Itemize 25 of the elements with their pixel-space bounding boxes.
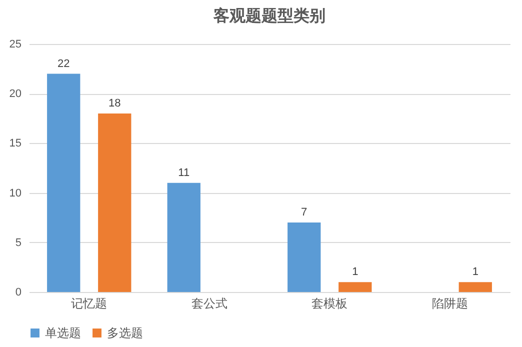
y-tick-label: 0 [15, 286, 22, 298]
bar [167, 182, 200, 292]
y-tick-label: 20 [9, 88, 22, 100]
data-label: 18 [108, 97, 121, 110]
y-tick-label: 10 [9, 187, 22, 200]
legend-label: 单选题 [45, 326, 81, 340]
x-tick-label: 套公式 [191, 296, 228, 310]
data-label: 1 [472, 266, 478, 278]
data-label: 1 [352, 266, 358, 278]
bar [338, 282, 372, 292]
data-label: 7 [301, 206, 308, 219]
y-tick-label: 5 [15, 236, 22, 249]
bar [458, 282, 492, 292]
legend-label: 多选题 [107, 326, 143, 340]
y-tick-label: 15 [9, 138, 22, 150]
bar [288, 222, 321, 292]
x-tick-label: 陷阱题 [432, 296, 468, 310]
x-tick-label: 套模板 [312, 296, 348, 310]
bar [98, 113, 132, 292]
x-tick-label: 记忆题 [71, 296, 108, 310]
y-tick-label: 25 [9, 38, 22, 50]
chart-title: 客观题题型类别 [212, 6, 326, 25]
data-label: 11 [178, 166, 190, 179]
bar [47, 74, 80, 292]
data-label: 22 [57, 58, 70, 70]
